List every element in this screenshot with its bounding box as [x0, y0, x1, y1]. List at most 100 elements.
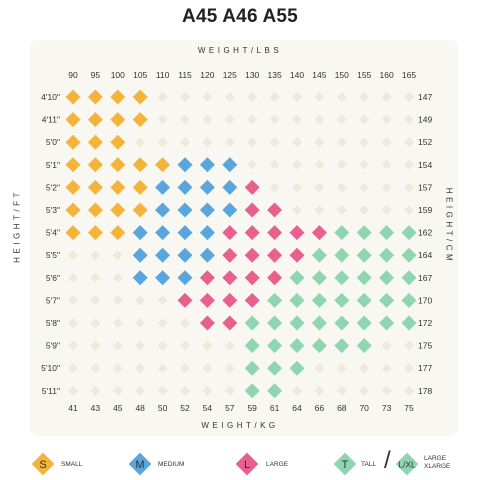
- x-tick-lbs: 165: [402, 70, 416, 80]
- size-cell-medium: [199, 247, 215, 263]
- size-cell-large: [311, 225, 327, 241]
- x-tick-lbs: 105: [133, 70, 147, 80]
- size-cell-small: [65, 202, 81, 218]
- size-cell-tall: [289, 360, 305, 376]
- empty-cell: [90, 318, 101, 328]
- size-cell-tall: [334, 338, 350, 354]
- size-cell-tall: [244, 383, 260, 399]
- size-cell-medium: [177, 247, 193, 263]
- empty-cell: [292, 182, 302, 193]
- empty-cell: [269, 92, 280, 102]
- size-cell-large: [199, 270, 215, 286]
- size-cell-tall: [356, 338, 372, 354]
- size-cell-medium: [222, 202, 238, 218]
- empty-cell: [381, 340, 392, 351]
- size-cell-small: [87, 134, 103, 150]
- empty-cell: [68, 363, 78, 374]
- size-cell-large: [267, 225, 283, 241]
- y-tick-cm: 164: [418, 250, 432, 260]
- empty-cell: [90, 272, 101, 283]
- size-cell-medium: [155, 179, 171, 195]
- empty-cell: [180, 92, 190, 102]
- x-tick-kg: 70: [359, 403, 369, 413]
- size-cell-tall: [289, 292, 305, 308]
- empty-cell: [157, 318, 168, 328]
- empty-cell: [404, 385, 414, 396]
- empty-cell: [404, 137, 414, 148]
- empty-cell: [381, 114, 392, 125]
- y-tick-ft: 5'3": [46, 205, 60, 215]
- legend-label-medium: MEDIUM: [158, 461, 185, 468]
- empty-cell: [314, 114, 325, 125]
- empty-cell: [381, 205, 392, 215]
- size-cell-small: [132, 202, 148, 218]
- size-cell-small: [132, 112, 148, 128]
- empty-cell: [404, 159, 414, 170]
- empty-cell: [336, 363, 347, 374]
- size-cell-large: [267, 202, 283, 218]
- empty-cell: [404, 114, 414, 125]
- empty-cell: [180, 363, 190, 374]
- empty-cell: [381, 92, 392, 102]
- y-tick-ft: 5'1": [46, 160, 60, 170]
- y-tick-ft: 4'10": [41, 92, 60, 102]
- legend-label-large: LARGE: [266, 461, 289, 468]
- size-cell-tall: [289, 315, 305, 331]
- empty-cell: [404, 363, 414, 374]
- size-cell-medium: [177, 202, 193, 218]
- empty-cell: [157, 295, 168, 306]
- empty-cell: [112, 272, 123, 283]
- size-cell-large: [244, 292, 260, 308]
- empty-cell: [336, 92, 347, 102]
- legend-symbol-tall: T: [342, 459, 349, 471]
- x-tick-kg: 45: [113, 403, 123, 413]
- size-cell-medium: [222, 179, 238, 195]
- x-tick-kg: 66: [315, 403, 325, 413]
- size-cell-large: [222, 270, 238, 286]
- empty-cell: [404, 182, 414, 193]
- empty-cell: [224, 340, 235, 351]
- legend-label-small: SMALL: [61, 461, 83, 468]
- empty-cell: [269, 114, 280, 125]
- empty-cell: [90, 363, 101, 374]
- x-tick-kg: 75: [404, 403, 414, 413]
- x-tick-lbs: 90: [68, 70, 78, 80]
- legend-symbol-lxl: L/XL: [398, 460, 416, 470]
- empty-cell: [381, 159, 392, 170]
- empty-cell: [135, 137, 146, 148]
- empty-cell: [381, 137, 392, 148]
- empty-cell: [224, 137, 235, 148]
- size-cell-tall: [311, 315, 327, 331]
- size-cell-large: [222, 292, 238, 308]
- empty-cell: [157, 385, 168, 396]
- size-cell-tall: [356, 315, 372, 331]
- size-cell-small: [65, 179, 81, 195]
- size-cell-small: [65, 89, 81, 105]
- x-tick-lbs: 120: [200, 70, 214, 80]
- empty-cell: [314, 92, 325, 102]
- y-tick-cm: 154: [418, 160, 432, 170]
- y-tick-cm: 147: [418, 92, 432, 102]
- size-cell-large: [199, 292, 215, 308]
- size-cell-tall: [401, 247, 417, 263]
- empty-cell: [180, 385, 190, 396]
- size-cell-large: [222, 247, 238, 263]
- y-tick-ft: 5'0": [46, 137, 60, 147]
- empty-cell: [157, 363, 168, 374]
- empty-cell: [247, 137, 258, 148]
- y-tick-ft: 4'11": [42, 115, 60, 125]
- size-cell-small: [110, 225, 126, 241]
- legend-diamond-tall: T: [333, 452, 357, 476]
- top-axis-title: WEIGHT/LBS: [197, 46, 283, 55]
- size-cell-small: [65, 157, 81, 173]
- x-tick-lbs: 160: [380, 70, 394, 80]
- empty-cell: [202, 92, 213, 102]
- empty-cell: [359, 385, 370, 396]
- x-tick-kg: 73: [382, 403, 392, 413]
- empty-cell: [292, 385, 302, 396]
- empty-cell: [404, 340, 414, 351]
- empty-cell: [90, 295, 101, 306]
- legend-diamond-medium: M: [128, 452, 152, 476]
- size-cell-tall: [311, 270, 327, 286]
